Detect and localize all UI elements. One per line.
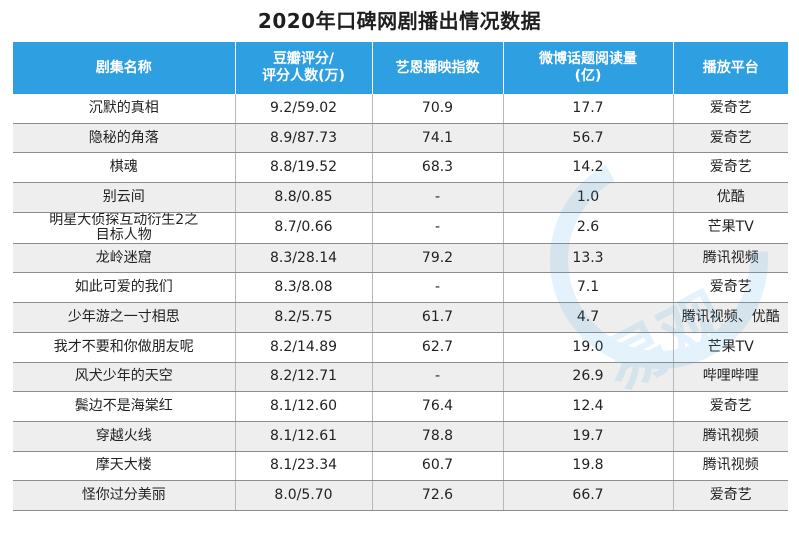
- cell-index: 68.3: [372, 152, 504, 184]
- cell-platform: 优酷: [673, 182, 788, 213]
- table-row: 怪你过分美丽 8.0/5.70 72.6 66.7 爱奇艺: [13, 480, 788, 511]
- cell-weibo: 26.9: [503, 362, 674, 393]
- cell-douban: 8.3/8.08: [235, 272, 373, 304]
- cell-weibo: 12.4: [503, 391, 674, 422]
- cell-platform: 腾讯视频: [673, 421, 788, 452]
- column-header-title: 剧集名称: [13, 42, 236, 94]
- column-header-platform: 播放平台: [673, 42, 788, 94]
- column-header-douban: 豆瓣评分/评分人数(万): [235, 42, 373, 94]
- cell-platform: 腾讯视频、优酷: [673, 302, 788, 333]
- table-row: 沉默的真相 9.2/59.02 70.9 17.7 爱奇艺: [13, 94, 788, 124]
- cell-douban: 8.1/12.60: [235, 391, 373, 422]
- cell-index: 78.8: [372, 421, 504, 452]
- cell-douban: 8.7/0.66: [235, 212, 373, 244]
- cell-title: 怪你过分美丽: [13, 480, 236, 511]
- cell-weibo: 19.8: [503, 451, 674, 482]
- data-table: 剧集名称 豆瓣评分/评分人数(万) 艺恩播映指数 微博话题阅读量 (亿) 播放平台…: [13, 42, 788, 511]
- cell-weibo: 14.2: [503, 152, 674, 184]
- table-row: 隐秘的角落 8.9/87.73 74.1 56.7 爱奇艺: [13, 123, 788, 154]
- cell-douban: 8.2/14.89: [235, 332, 373, 363]
- cell-platform: 爱奇艺: [673, 480, 788, 511]
- table-row: 龙岭迷窟 8.3/28.14 79.2 13.3 腾讯视频: [13, 243, 788, 274]
- cell-weibo: 19.0: [503, 332, 674, 363]
- cell-douban: 8.2/12.71: [235, 362, 373, 393]
- cell-douban: 8.9/87.73: [235, 123, 373, 154]
- cell-douban: 9.2/59.02: [235, 94, 373, 124]
- cell-douban: 8.1/23.34: [235, 451, 373, 482]
- cell-douban: 8.8/19.52: [235, 152, 373, 184]
- table-row: 如此可爱的我们 8.3/8.08 - 7.1 爱奇艺: [13, 272, 788, 304]
- cell-index: -: [372, 272, 504, 304]
- cell-title: 鬓边不是海棠红: [13, 391, 236, 422]
- table-row: 少年游之一寸相思 8.2/5.75 61.7 4.7 腾讯视频、优酷: [13, 302, 788, 333]
- cell-index: 61.7: [372, 302, 504, 333]
- cell-platform: 腾讯视频: [673, 243, 788, 274]
- cell-weibo: 66.7: [503, 480, 674, 511]
- cell-index: -: [372, 212, 504, 244]
- cell-weibo: 4.7: [503, 302, 674, 333]
- cell-platform: 爱奇艺: [673, 152, 788, 184]
- table-header-row: 剧集名称 豆瓣评分/评分人数(万) 艺恩播映指数 微博话题阅读量 (亿) 播放平台: [13, 42, 788, 94]
- column-header-weibo-reads: 微博话题阅读量 (亿): [503, 42, 674, 94]
- table-row: 别云间 8.8/0.85 - 1.0 优酷: [13, 182, 788, 213]
- cell-title: 沉默的真相: [13, 94, 236, 124]
- table-body: 沉默的真相 9.2/59.02 70.9 17.7 爱奇艺 隐秘的角落 8.9/…: [13, 94, 788, 511]
- cell-douban: 8.1/12.61: [235, 421, 373, 452]
- cell-title: 风犬少年的天空: [13, 362, 236, 393]
- cell-title: 穿越火线: [13, 421, 236, 452]
- cell-platform: 爱奇艺: [673, 272, 788, 304]
- cell-index: -: [372, 362, 504, 393]
- cell-title: 少年游之一寸相思: [13, 302, 236, 333]
- cell-index: 74.1: [372, 123, 504, 154]
- column-header-iqiyi-index: 艺恩播映指数: [372, 42, 504, 94]
- cell-platform: 芒果TV: [673, 332, 788, 363]
- cell-weibo: 13.3: [503, 243, 674, 274]
- cell-index: 60.7: [372, 451, 504, 482]
- cell-douban: 8.0/5.70: [235, 480, 373, 511]
- cell-title: 隐秘的角落: [13, 123, 236, 154]
- cell-title: 摩天大楼: [13, 451, 236, 482]
- page-title: 2020年口碑网剧播出情况数据: [257, 9, 542, 33]
- cell-weibo: 19.7: [503, 421, 674, 452]
- cell-index: 72.6: [372, 480, 504, 511]
- cell-title: 明星大侦探互动衍生2之 目标人物: [13, 212, 236, 244]
- table-row: 穿越火线 8.1/12.61 78.8 19.7 腾讯视频: [13, 421, 788, 452]
- cell-douban: 8.3/28.14: [235, 243, 373, 274]
- cell-platform: 爱奇艺: [673, 391, 788, 422]
- cell-weibo: 1.0: [503, 182, 674, 213]
- cell-platform: 爱奇艺: [673, 94, 788, 124]
- table-row: 摩天大楼 8.1/23.34 60.7 19.8 腾讯视频: [13, 451, 788, 482]
- table-row: 我才不要和你做朋友呢 8.2/14.89 62.7 19.0 芒果TV: [13, 332, 788, 363]
- cell-index: 76.4: [372, 391, 504, 422]
- cell-index: -: [372, 182, 504, 213]
- cell-douban: 8.8/0.85: [235, 182, 373, 213]
- cell-weibo: 17.7: [503, 94, 674, 124]
- cell-weibo: 7.1: [503, 272, 674, 304]
- cell-weibo: 56.7: [503, 123, 674, 154]
- cell-douban: 8.2/5.75: [235, 302, 373, 333]
- cell-title: 我才不要和你做朋友呢: [13, 332, 236, 363]
- table-row: 明星大侦探互动衍生2之 目标人物 8.7/0.66 - 2.6 芒果TV: [13, 212, 788, 244]
- table-row: 风犬少年的天空 8.2/12.71 - 26.9 哔哩哔哩: [13, 362, 788, 393]
- cell-platform: 腾讯视频: [673, 451, 788, 482]
- cell-platform: 芒果TV: [673, 212, 788, 244]
- cell-index: 70.9: [372, 94, 504, 124]
- cell-title: 别云间: [13, 182, 236, 213]
- cell-title: 龙岭迷窟: [13, 243, 236, 274]
- cell-title: 如此可爱的我们: [13, 272, 236, 304]
- cell-platform: 哔哩哔哩: [673, 362, 788, 393]
- cell-index: 62.7: [372, 332, 504, 363]
- table-row: 鬓边不是海棠红 8.1/12.60 76.4 12.4 爱奇艺: [13, 391, 788, 422]
- cell-title: 棋魂: [13, 152, 236, 184]
- cell-weibo: 2.6: [503, 212, 674, 244]
- cell-platform: 爱奇艺: [673, 123, 788, 154]
- table-row: 棋魂 8.8/19.52 68.3 14.2 爱奇艺: [13, 152, 788, 184]
- cell-index: 79.2: [372, 243, 504, 274]
